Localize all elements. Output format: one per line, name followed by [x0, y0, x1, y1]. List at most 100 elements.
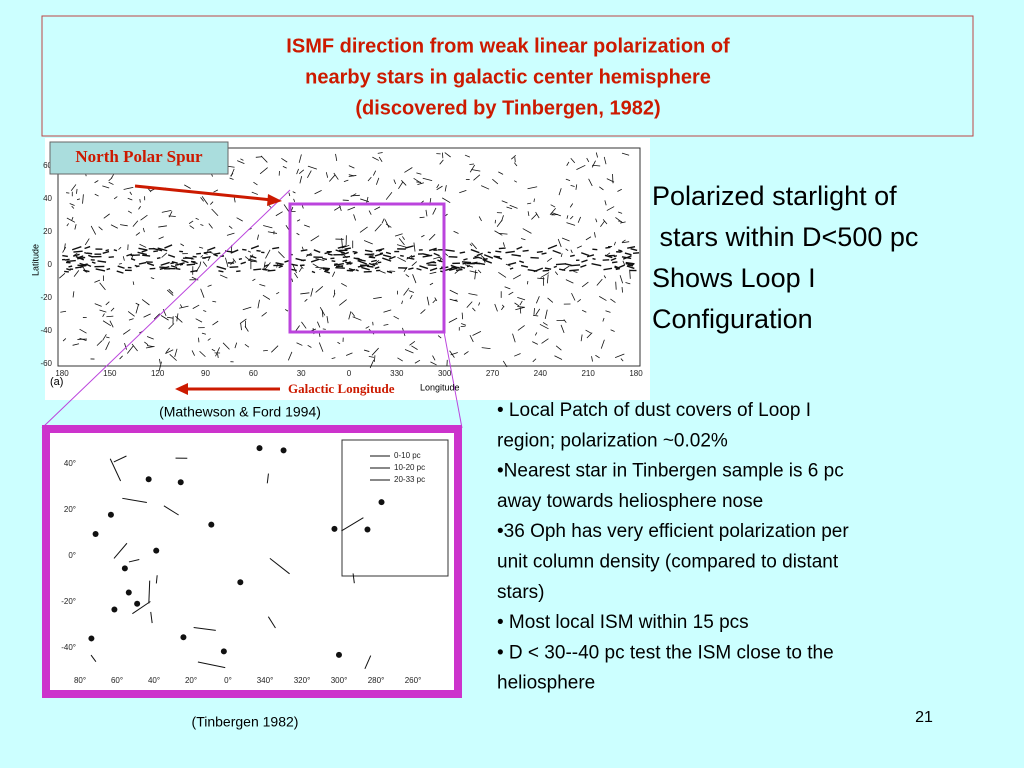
stroke-mark: [141, 299, 150, 306]
stroke-mark: [629, 269, 631, 279]
legend-frame: [341, 439, 449, 577]
stroke-mark: [338, 204, 342, 212]
stroke-mark: [535, 211, 540, 219]
stroke-mark: [432, 355, 436, 361]
stroke-mark: [99, 282, 106, 291]
title-line: nearby stars in galactic center hemisphe…: [305, 66, 711, 88]
stroke-mark: [171, 261, 178, 264]
stroke-mark: [292, 264, 297, 274]
stroke-mark: [555, 345, 562, 351]
x-tick-label: 150: [103, 369, 117, 378]
stroke-mark: [620, 358, 624, 362]
stroke-mark: [459, 251, 466, 254]
stroke-mark: [402, 236, 405, 241]
y-tick-label: 20: [43, 227, 52, 236]
stroke-mark: [70, 184, 77, 191]
stroke-mark: [432, 207, 437, 215]
stroke-mark: [468, 293, 478, 296]
pol-vector: [113, 455, 127, 463]
stroke-mark: [332, 271, 336, 277]
stroke-mark: [466, 301, 473, 308]
stroke-mark: [143, 313, 151, 318]
stroke-mark: [146, 336, 154, 340]
stroke-mark: [375, 177, 380, 185]
stroke-mark: [404, 167, 413, 173]
stroke-mark: [604, 200, 607, 206]
stroke-mark: [514, 353, 521, 357]
stroke-mark: [621, 239, 626, 243]
stroke-mark: [202, 261, 208, 267]
stroke-mark: [318, 342, 324, 352]
stroke-mark: [386, 270, 393, 274]
stroke-mark: [199, 350, 206, 358]
stroke-mark: [588, 178, 593, 187]
stroke-mark: [314, 190, 322, 195]
stroke-mark: [116, 270, 124, 274]
stroke-mark: [400, 254, 404, 257]
stroke-mark: [610, 329, 615, 332]
stroke-mark: [199, 261, 202, 267]
stroke-mark: [478, 302, 481, 306]
stroke-mark: [560, 253, 563, 258]
stroke-mark: [146, 345, 154, 348]
stroke-mark: [517, 297, 526, 301]
stroke-mark: [602, 219, 608, 225]
x-tick-label: 60°: [111, 676, 123, 685]
stroke-mark: [436, 185, 443, 191]
stroke-mark: [566, 161, 570, 166]
side-text: stars within D<500 pc: [652, 222, 918, 252]
stroke-mark: [505, 250, 515, 254]
star-dot: [220, 648, 227, 655]
stroke-mark: [569, 269, 579, 272]
stroke-mark: [307, 170, 312, 179]
stroke-mark: [211, 208, 219, 217]
stroke-mark: [472, 331, 482, 336]
stroke-mark: [299, 176, 303, 184]
stroke-mark: [353, 214, 357, 221]
stroke-mark: [341, 283, 348, 287]
stroke-mark: [139, 243, 147, 248]
stroke-mark: [340, 252, 348, 259]
stroke-mark: [621, 287, 623, 293]
stroke-mark: [409, 340, 416, 346]
stroke-mark: [310, 258, 320, 263]
stroke-mark: [611, 261, 618, 264]
title-box: [41, 15, 974, 137]
stroke-mark: [156, 256, 161, 260]
stroke-mark: [284, 309, 289, 312]
stroke-mark: [200, 254, 204, 258]
stroke-mark: [560, 324, 565, 334]
stroke-mark: [519, 300, 523, 306]
stroke-mark: [135, 303, 140, 314]
stroke-mark: [257, 299, 260, 309]
stroke-mark: [158, 361, 162, 371]
caption: (Tinbergen 1982): [192, 714, 299, 730]
title-line: (discovered by Tinbergen, 1982): [355, 97, 660, 119]
stroke-mark: [377, 152, 383, 154]
stroke-mark: [566, 215, 569, 219]
stroke-mark: [335, 266, 345, 269]
stroke-mark: [498, 232, 508, 235]
stroke-mark: [123, 186, 134, 190]
stroke-mark: [79, 328, 87, 334]
stroke-mark: [570, 157, 576, 164]
stroke-mark: [76, 188, 78, 194]
stroke-mark: [355, 269, 359, 272]
stroke-mark: [72, 291, 75, 298]
pol-vector: [155, 575, 158, 584]
stroke-mark: [461, 261, 472, 264]
stroke-mark: [398, 238, 405, 246]
stroke-mark: [401, 300, 403, 305]
stroke-mark: [605, 246, 611, 249]
stroke-mark: [267, 231, 278, 234]
stroke-mark: [505, 263, 511, 267]
stroke-mark: [498, 171, 504, 175]
stroke-mark: [441, 197, 451, 204]
stroke-mark: [176, 313, 179, 322]
stroke-mark: [128, 318, 134, 321]
stroke-mark: [469, 334, 474, 343]
stroke-mark: [547, 297, 554, 303]
stroke-mark: [382, 257, 392, 262]
stroke-mark: [244, 343, 250, 348]
stroke-mark: [561, 237, 570, 242]
